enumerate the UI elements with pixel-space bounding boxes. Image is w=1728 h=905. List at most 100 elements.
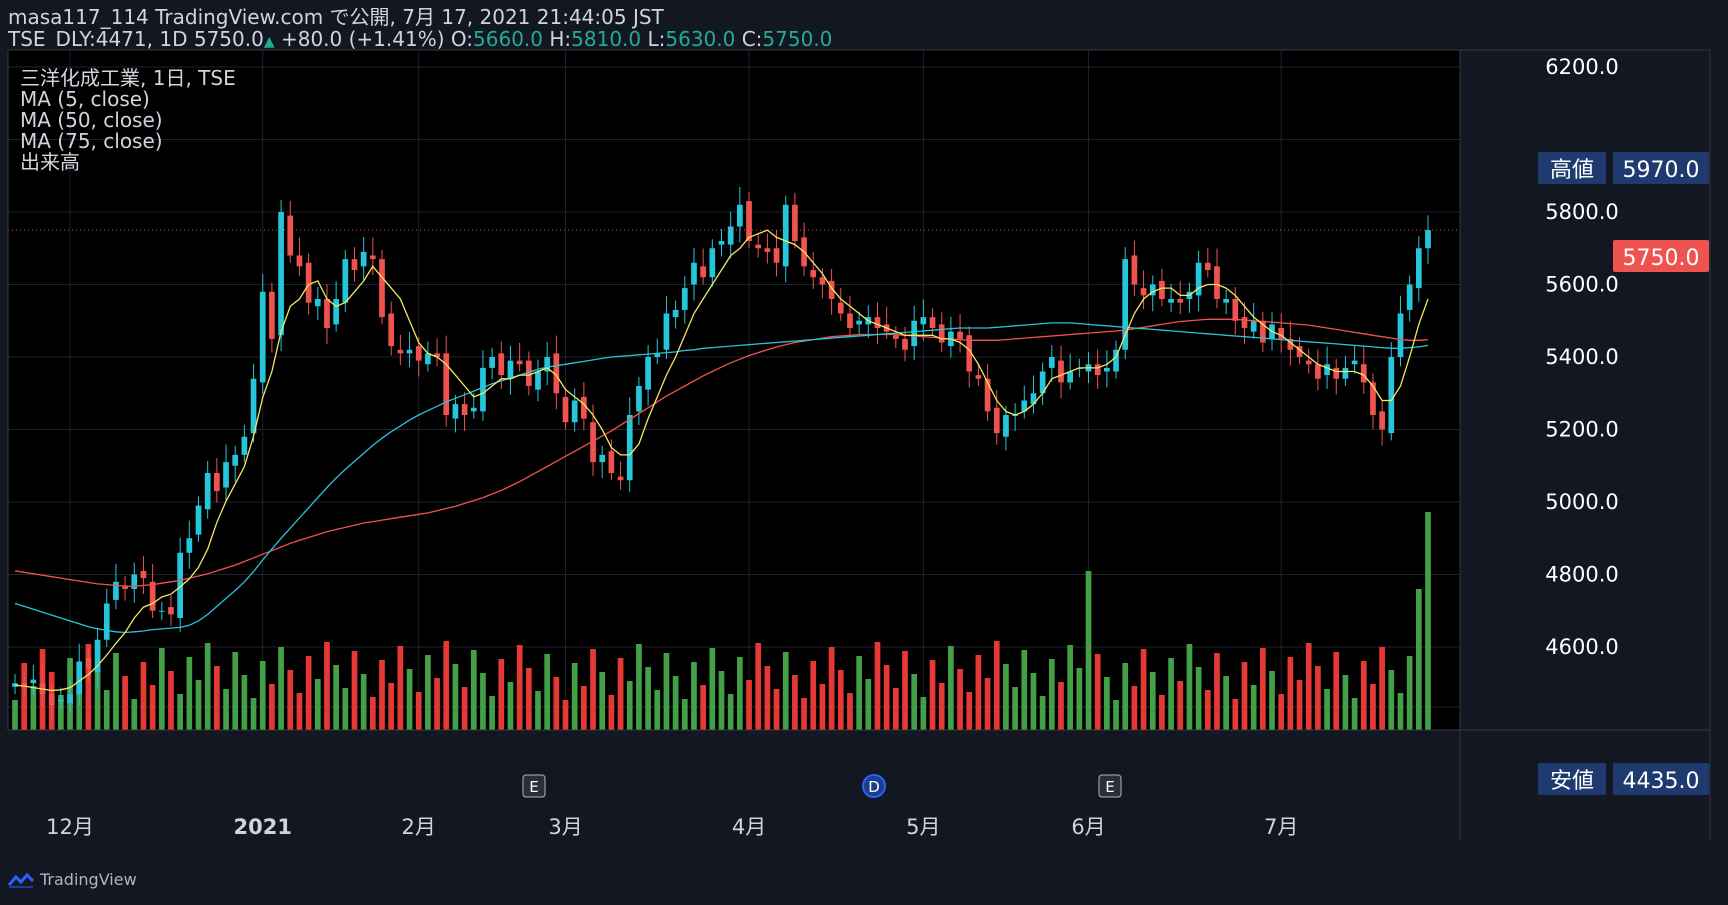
candle-body[interactable] bbox=[232, 454, 239, 466]
candle-body[interactable] bbox=[287, 215, 294, 256]
candle-body[interactable] bbox=[103, 603, 110, 640]
candle-body[interactable] bbox=[58, 699, 64, 702]
legend-ma75[interactable]: MA (75, close) bbox=[20, 129, 163, 153]
candle-body[interactable] bbox=[993, 407, 1000, 434]
candle-body[interactable] bbox=[1048, 357, 1055, 368]
candle-body[interactable] bbox=[938, 324, 945, 343]
candle-body[interactable] bbox=[214, 473, 220, 492]
candle-body[interactable] bbox=[1415, 248, 1422, 289]
candle-body[interactable] bbox=[975, 375, 982, 379]
dividend-marker[interactable] bbox=[862, 774, 886, 798]
candle-body[interactable] bbox=[755, 244, 762, 249]
candle-body[interactable] bbox=[957, 331, 963, 339]
candle-body[interactable] bbox=[1406, 284, 1413, 310]
candle-body[interactable] bbox=[177, 552, 184, 618]
candle-body[interactable] bbox=[984, 378, 991, 412]
candle-body[interactable] bbox=[305, 262, 312, 303]
candle-body[interactable] bbox=[1140, 288, 1147, 296]
candle-body[interactable] bbox=[489, 357, 495, 368]
candle-body[interactable] bbox=[966, 335, 973, 372]
earnings-marker[interactable] bbox=[522, 774, 546, 798]
candle-body[interactable] bbox=[1425, 230, 1431, 249]
candle-body[interactable] bbox=[1241, 317, 1248, 328]
candle-body[interactable] bbox=[507, 360, 514, 379]
candle-body[interactable] bbox=[847, 313, 853, 329]
candle-body[interactable] bbox=[1003, 415, 1009, 437]
candle-body[interactable] bbox=[608, 451, 615, 473]
candle-body[interactable] bbox=[195, 505, 202, 535]
candle-body[interactable] bbox=[397, 349, 404, 354]
candle-body[interactable] bbox=[709, 248, 716, 278]
candle-body[interactable] bbox=[672, 309, 679, 318]
candle-body[interactable] bbox=[764, 248, 771, 252]
candle-body[interactable] bbox=[1113, 349, 1119, 372]
candle-body[interactable] bbox=[140, 570, 147, 579]
candle-body[interactable] bbox=[617, 476, 624, 481]
candle-body[interactable] bbox=[452, 404, 459, 419]
candle-body[interactable] bbox=[443, 353, 450, 415]
candle-body[interactable] bbox=[1351, 360, 1358, 365]
candle-body[interactable] bbox=[516, 360, 523, 365]
candle-body[interactable] bbox=[553, 353, 560, 394]
plot-area[interactable] bbox=[8, 50, 1460, 730]
candle-body[interactable] bbox=[1388, 357, 1395, 434]
candle-body[interactable] bbox=[1067, 371, 1074, 383]
candle-body[interactable] bbox=[1058, 360, 1064, 383]
candle-body[interactable] bbox=[1122, 259, 1129, 350]
candle-body[interactable] bbox=[782, 204, 789, 267]
candle-body[interactable] bbox=[1039, 371, 1046, 394]
candle-body[interactable] bbox=[1021, 400, 1028, 412]
candle-body[interactable] bbox=[746, 201, 752, 241]
candle-body[interactable] bbox=[425, 353, 431, 365]
candle-body[interactable] bbox=[168, 607, 174, 615]
candle-body[interactable] bbox=[379, 259, 385, 318]
candle-body[interactable] bbox=[241, 436, 248, 455]
candle-body[interactable] bbox=[259, 291, 266, 383]
candle-body[interactable] bbox=[1195, 262, 1202, 296]
candle-body[interactable] bbox=[727, 226, 734, 245]
candle-body[interactable] bbox=[562, 396, 569, 423]
candle-body[interactable] bbox=[599, 454, 606, 463]
candle-body[interactable] bbox=[1324, 364, 1330, 376]
candle-body[interactable] bbox=[1204, 262, 1211, 270]
candle-body[interactable] bbox=[837, 302, 844, 314]
earnings-marker[interactable] bbox=[1098, 774, 1122, 798]
candle-body[interactable] bbox=[1250, 320, 1257, 332]
candle-body[interactable] bbox=[636, 386, 642, 412]
candle-body[interactable] bbox=[122, 585, 128, 589]
candle-body[interactable] bbox=[314, 299, 321, 307]
candle-body[interactable] bbox=[1379, 411, 1385, 430]
legend-title[interactable]: 三洋化成工業, 1日, TSE bbox=[20, 66, 236, 90]
candle-body[interactable] bbox=[406, 349, 413, 354]
candle-body[interactable] bbox=[1131, 255, 1138, 285]
legend-ma5[interactable]: MA (5, close) bbox=[20, 87, 150, 111]
candle-body[interactable] bbox=[700, 266, 706, 278]
candle-body[interactable] bbox=[434, 353, 440, 357]
candle-body[interactable] bbox=[590, 422, 596, 463]
candle-body[interactable] bbox=[929, 317, 936, 328]
candle-body[interactable] bbox=[1168, 299, 1174, 303]
candle-body[interactable] bbox=[1278, 328, 1285, 339]
candle-body[interactable] bbox=[113, 581, 119, 600]
candle-body[interactable] bbox=[85, 657, 92, 669]
candle-body[interactable] bbox=[1360, 364, 1367, 383]
candle-body[interactable] bbox=[581, 396, 587, 419]
candle-body[interactable] bbox=[663, 313, 670, 350]
candle-body[interactable] bbox=[67, 694, 73, 704]
candle-body[interactable] bbox=[1333, 367, 1340, 379]
candle-body[interactable] bbox=[892, 335, 899, 339]
candle-body[interactable] bbox=[654, 353, 661, 357]
candle-body[interactable] bbox=[571, 400, 578, 423]
candle-body[interactable] bbox=[1177, 299, 1184, 303]
candle-body[interactable] bbox=[525, 360, 532, 386]
candle-body[interactable] bbox=[856, 320, 862, 325]
candle-body[interactable] bbox=[1296, 346, 1303, 357]
candle-body[interactable] bbox=[1232, 299, 1239, 321]
candle-body[interactable] bbox=[278, 212, 284, 336]
candle-body[interactable] bbox=[535, 371, 541, 390]
candle-body[interactable] bbox=[76, 661, 83, 695]
candle-body[interactable] bbox=[911, 320, 918, 347]
candle-body[interactable] bbox=[1259, 320, 1266, 343]
candle-body[interactable] bbox=[223, 462, 229, 488]
